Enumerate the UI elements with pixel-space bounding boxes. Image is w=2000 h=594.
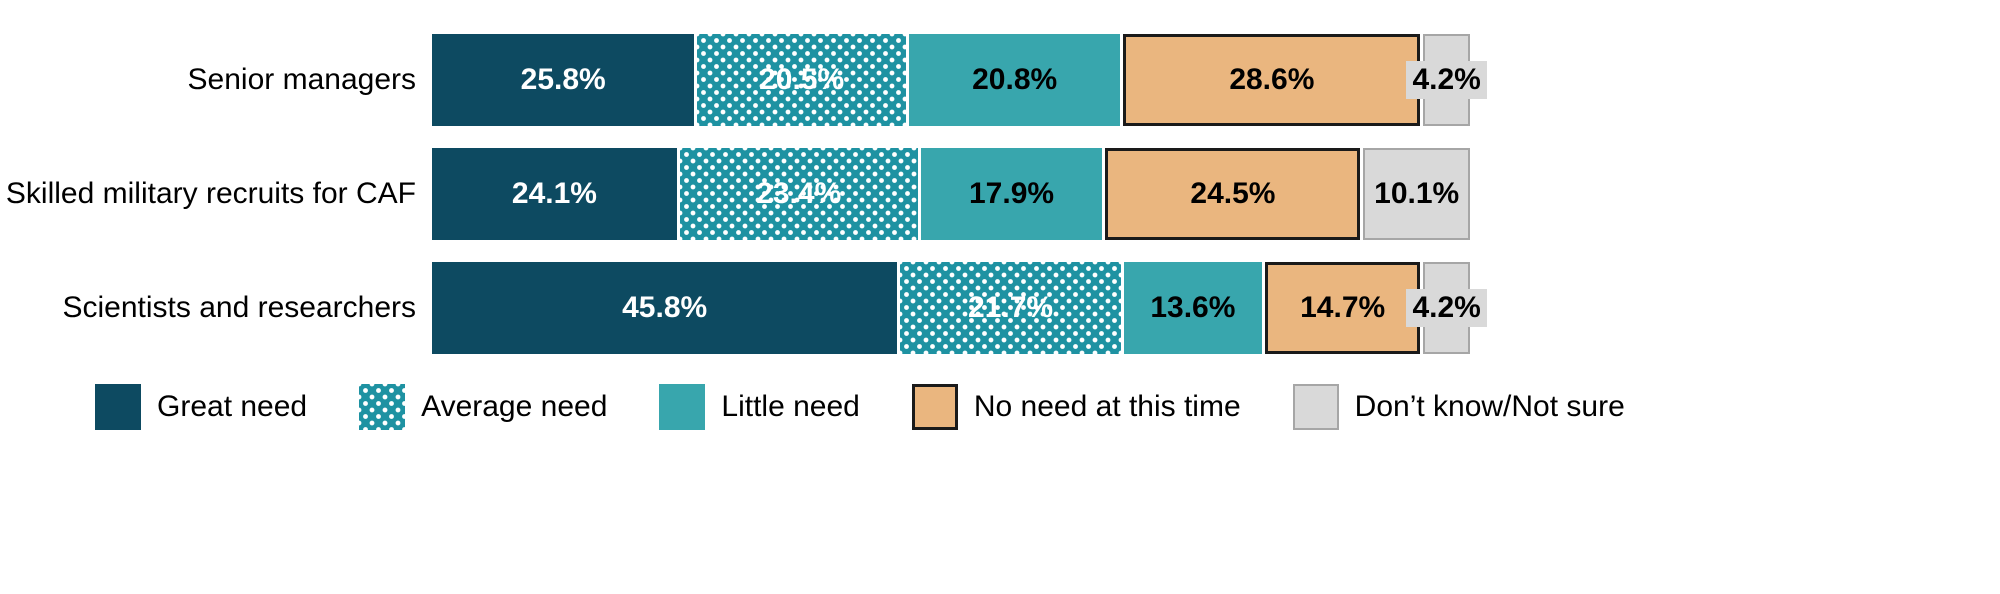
legend-item-great-need: Great need <box>95 384 307 430</box>
segment-value-label: 45.8% <box>622 291 708 324</box>
segment-value-label: 28.6% <box>1229 63 1315 96</box>
bar-row-scientists-and-researchers: Scientists and researchers 45.8% 21.7% 13.6… <box>0 262 2000 354</box>
segment-value-label: 20.8% <box>972 63 1058 96</box>
segment-value-label: 20.5% <box>759 63 845 96</box>
legend-label: Average need <box>421 390 608 423</box>
segment-value-label: 24.1% <box>511 177 597 210</box>
legend-swatch-no-need-at-this-time <box>911 384 958 430</box>
legend-swatch-don-t-know-not-sure <box>1292 384 1339 430</box>
segment-great-need: 24.1% <box>432 148 677 240</box>
legend-label: Little need <box>721 390 860 423</box>
stacked-bar: 45.8% 21.7% 13.6% 14.7% 4.2% <box>432 262 1487 354</box>
segment-value-label: 17.9% <box>969 177 1055 210</box>
segment-average-need: 23.4% <box>679 148 918 240</box>
legend-item-don-t-know-not-sure: Don’t know/Not sure <box>1292 384 1625 430</box>
segment-average-need: 21.7% <box>900 262 1121 354</box>
segment-no-need-at-this-time: 28.6% <box>1123 34 1421 126</box>
chart-legend: Great need Average need Little need No need… <box>95 384 2000 430</box>
segment-value-label: 4.2% <box>1406 289 1487 327</box>
bar-row-skilled-military-recruits-for-caf: Skilled military recruits for CAF 24.1% 23… <box>0 148 2000 240</box>
category-label: Skilled military recruits for CAF <box>5 177 416 210</box>
category-label: Scientists and researchers <box>62 291 417 324</box>
segment-value-label: 13.6% <box>1150 291 1236 324</box>
segment-don-t-know-not-sure: 4.2% <box>1406 34 1487 126</box>
segment-value-label: 23.4% <box>756 177 842 210</box>
segment-value-label: 21.7% <box>968 291 1054 324</box>
segment-value-label: 25.8% <box>520 63 606 96</box>
legend-swatch-little-need <box>659 384 706 430</box>
segment-great-need: 45.8% <box>432 262 898 354</box>
segment-value-label: 10.1% <box>1374 177 1460 210</box>
legend-swatch-average-need <box>359 384 406 430</box>
legend-label: No need at this time <box>973 390 1241 423</box>
segment-average-need: 20.5% <box>697 34 906 126</box>
category-label: Senior managers <box>187 63 416 96</box>
segment-don-t-know-not-sure: 4.2% <box>1406 262 1487 354</box>
segment-little-need: 17.9% <box>920 148 1103 240</box>
segment-don-t-know-not-sure: 10.1% <box>1363 148 1470 240</box>
segment-little-need: 13.6% <box>1123 262 1262 354</box>
bar-row-senior-managers: Senior managers 25.8% 20.5% 20.8% 28.6% 4.2% <box>0 34 2000 126</box>
stacked-bar: 24.1% 23.4% 17.9% 24.5% 10.1% <box>432 148 1470 240</box>
segment-great-need: 25.8% <box>432 34 695 126</box>
legend-item-no-need-at-this-time: No need at this time <box>911 384 1241 430</box>
segment-value-label: 4.2% <box>1406 61 1487 99</box>
legend-label: Don’t know/Not sure <box>1354 390 1625 423</box>
stacked-bar: 25.8% 20.5% 20.8% 28.6% 4.2% <box>432 34 1487 126</box>
legend-label: Great need <box>157 390 308 423</box>
segment-value-label: 14.7% <box>1300 291 1386 324</box>
segment-no-need-at-this-time: 24.5% <box>1105 148 1361 240</box>
legend-swatch-great-need <box>95 384 141 430</box>
segment-value-label: 24.5% <box>1190 177 1276 210</box>
legend-item-little-need: Little need <box>659 384 860 430</box>
segment-no-need-at-this-time: 14.7% <box>1264 262 1421 354</box>
legend-item-average-need: Average need <box>359 384 607 430</box>
chart-rows: Senior managers 25.8% 20.5% 20.8% 28.6% 4.2% S… <box>0 34 2000 354</box>
segment-little-need: 20.8% <box>908 34 1121 126</box>
